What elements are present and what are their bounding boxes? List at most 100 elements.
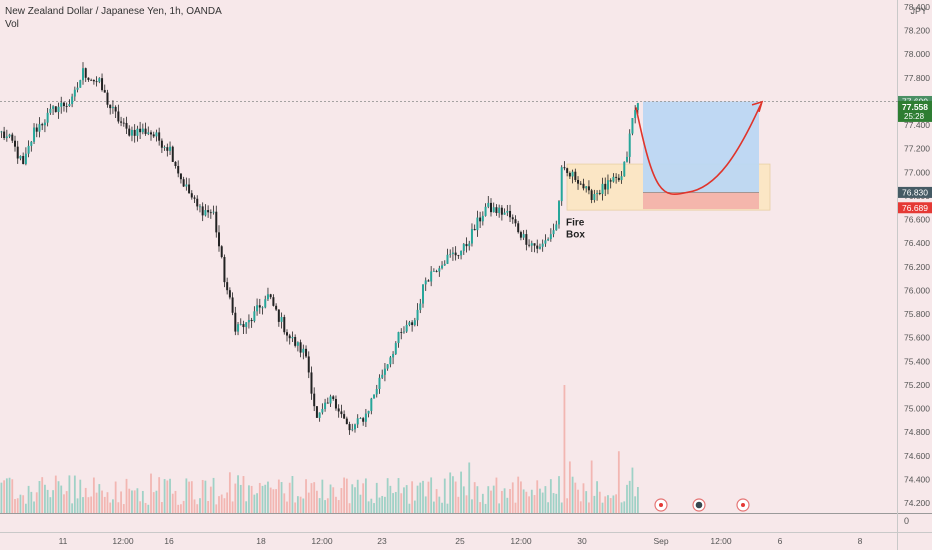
chart-legend[interactable]: New Zealand Dollar / Japanese Yen, 1h, O…	[5, 5, 222, 31]
candle-body	[601, 183, 604, 194]
candle-body	[60, 102, 63, 107]
volume-bar	[101, 490, 103, 513]
volume-bar	[8, 477, 11, 513]
volume-bar	[384, 496, 386, 513]
candle-body	[43, 122, 46, 126]
candle-body	[204, 210, 207, 216]
volume-bar	[468, 462, 471, 513]
volume-bar	[636, 487, 639, 513]
candle-body	[201, 206, 204, 216]
volume-bar	[139, 501, 142, 513]
volume-bar	[579, 501, 582, 513]
volume-bar	[487, 486, 490, 513]
candle-body	[166, 147, 169, 151]
entry-price-value: 76.830	[902, 187, 928, 197]
candle-body	[272, 297, 275, 306]
volume-bar	[577, 489, 579, 513]
candle-body	[519, 232, 522, 238]
volume-bar	[87, 497, 90, 513]
candle-body	[354, 424, 356, 430]
volume-bar	[207, 501, 210, 513]
candle-body	[258, 305, 261, 308]
stop-zone-rectangle[interactable]	[643, 192, 759, 210]
candle-body	[38, 124, 41, 132]
volume-bar	[356, 479, 359, 513]
volume-bar	[424, 496, 427, 513]
candle-body	[264, 299, 267, 308]
volume-bar	[16, 498, 19, 513]
candle-body	[593, 193, 596, 201]
candle-body	[19, 155, 22, 159]
volume-bar	[432, 501, 435, 513]
volume-bar	[481, 493, 484, 513]
time-axis-label: 23	[377, 536, 387, 546]
candle-body	[585, 186, 588, 189]
volume-bar	[547, 502, 550, 513]
volume-bar	[443, 478, 446, 513]
event-marker-economic[interactable]	[654, 498, 668, 512]
projected-path-arc[interactable]	[635, 103, 762, 196]
volume-bar	[79, 479, 82, 513]
candle-body	[130, 129, 133, 136]
candle-body	[571, 171, 574, 177]
volume-bar	[354, 487, 356, 513]
candle-body	[231, 297, 234, 313]
candle-body	[155, 132, 158, 137]
candle-body	[495, 207, 498, 214]
candle-body	[57, 106, 60, 112]
volume-bar	[413, 500, 416, 513]
event-marker-dividends[interactable]	[692, 498, 706, 512]
volume-bar	[209, 486, 212, 513]
volume-bar	[465, 495, 468, 513]
candle-body	[340, 411, 343, 415]
price-axis-label: 77.400	[904, 120, 930, 130]
candle-body	[628, 133, 631, 157]
volume-bar	[280, 482, 283, 513]
volume-bar	[166, 480, 169, 513]
volume-bar	[228, 472, 231, 513]
candle-body	[609, 180, 612, 182]
candle-body	[76, 87, 79, 90]
time-axis[interactable]: 11 12:00 16 18 12:00 23 25 12:00 30 Sep 12:00 6 8	[59, 536, 863, 546]
volume-bar	[596, 481, 598, 513]
candle-body	[122, 122, 125, 124]
symbol-title[interactable]: New Zealand Dollar / Japanese Yen, 1h, O…	[5, 6, 222, 17]
volume-bar	[171, 493, 174, 513]
volume-bar	[98, 484, 101, 513]
volume-indicator-label[interactable]: Vol	[5, 19, 19, 30]
candle-body	[503, 212, 506, 215]
candle-body	[14, 140, 16, 147]
volume-bar	[359, 494, 362, 513]
candle-body	[196, 198, 199, 207]
candle-body	[152, 134, 155, 137]
volume-bar	[528, 496, 530, 513]
time-axis-label: 12:00	[710, 536, 732, 546]
volume-bar	[520, 481, 522, 513]
volume-bar	[277, 479, 280, 513]
price-axis[interactable]: 78.40078.20078.00077.80077.60077.40077.2…	[904, 2, 930, 508]
candle-body	[71, 96, 74, 105]
candle-body	[315, 406, 318, 418]
volume-bar	[103, 496, 106, 513]
candle-body	[370, 398, 373, 411]
target-zone-rectangle[interactable]	[643, 101, 759, 193]
volume-bar	[626, 484, 628, 513]
volume-bar	[286, 501, 288, 513]
candle-body	[139, 128, 142, 133]
candle-body	[239, 324, 242, 325]
candle-body	[185, 184, 188, 187]
volume-bar	[71, 503, 74, 513]
volume-bar	[152, 492, 155, 513]
volume-bar	[503, 488, 506, 513]
volume-bar	[296, 496, 299, 513]
candle-body	[413, 320, 416, 326]
volume-bar	[525, 491, 528, 513]
candle-body	[492, 207, 495, 213]
volume-bar	[560, 502, 563, 513]
volume-bar	[215, 504, 218, 513]
volume-bar	[261, 485, 264, 513]
candle-body	[277, 309, 280, 322]
candle-body	[171, 146, 174, 162]
event-marker-economic[interactable]	[736, 498, 750, 512]
